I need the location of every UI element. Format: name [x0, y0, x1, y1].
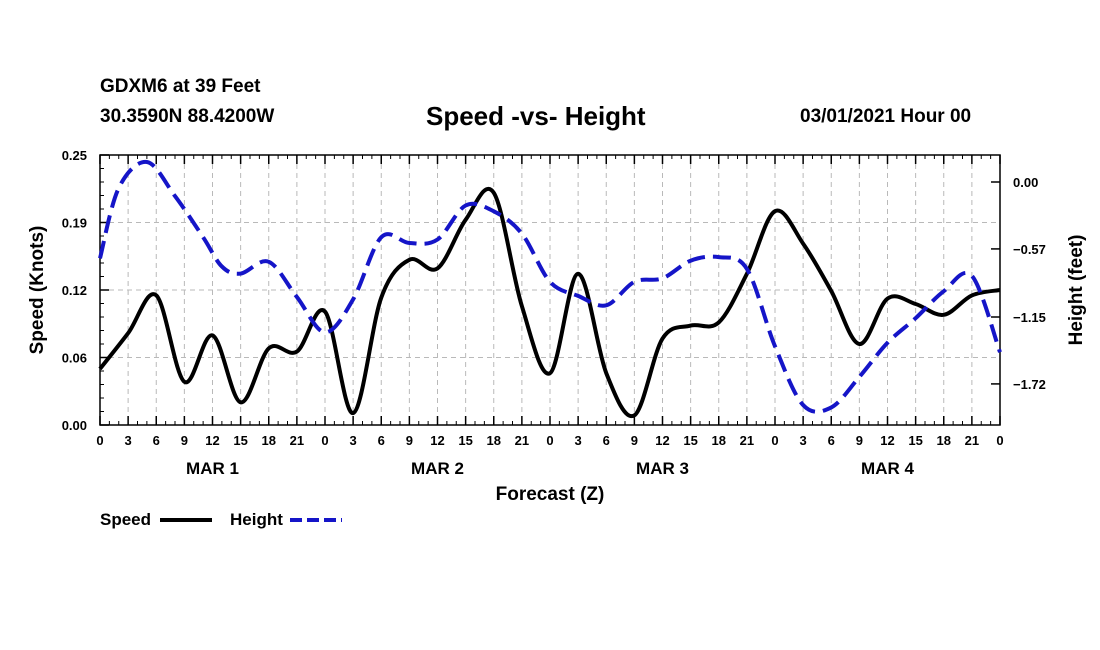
axis-tick-labels: 0 3 6 9 12 15 18 21 0 3 6 9 12 15 18 21 0 3 6 9 12 15 18 21 0 3 6 9…: [62, 148, 1046, 478]
x-tick-label: 18: [712, 433, 726, 448]
x-tick-label: 6: [153, 433, 160, 448]
y-right-tick-label: −1.72: [1013, 377, 1046, 392]
forecast-datetime: 03/01/2021 Hour 00: [800, 106, 972, 127]
x-tick-label: 15: [683, 433, 697, 448]
x-tick-label: 18: [937, 433, 951, 448]
series-lines: [98, 159, 1002, 419]
legend-speed-label: Speed: [100, 510, 151, 529]
x-tick-label: 15: [908, 433, 922, 448]
x-tick-label: 12: [655, 433, 669, 448]
day-label: MAR 3: [636, 459, 689, 478]
x-tick-label: 21: [290, 433, 304, 448]
x-tick-label: 3: [575, 433, 582, 448]
x-tick-label: 9: [181, 433, 188, 448]
x-tick-label: 6: [603, 433, 610, 448]
legend-height-label: Height: [230, 510, 283, 529]
x-tick-label: 21: [740, 433, 754, 448]
y-left-tick-label: 0.25: [62, 148, 87, 163]
y-left-tick-label: 0.19: [62, 216, 87, 231]
x-tick-label: 21: [965, 433, 979, 448]
y-axis-right-title: Height (feet): [1066, 235, 1087, 346]
x-tick-label: 3: [125, 433, 132, 448]
y-right-tick-label: −0.57: [1013, 242, 1046, 257]
y-right-tick-label: −1.15: [1013, 310, 1046, 325]
x-tick-label: 6: [828, 433, 835, 448]
axis-ticks: [99, 154, 1001, 426]
x-tick-label: 3: [800, 433, 807, 448]
x-tick-label: 0: [996, 433, 1003, 448]
x-tick-label: 12: [430, 433, 444, 448]
x-tick-label: 0: [96, 433, 103, 448]
y-left-tick-label: 0.06: [62, 351, 87, 366]
x-tick-label: 0: [321, 433, 328, 448]
day-label: MAR 4: [861, 459, 914, 478]
speed-series-line: [98, 187, 1001, 419]
x-tick-label: 12: [205, 433, 219, 448]
day-label: MAR 1: [186, 459, 239, 478]
x-tick-label: 15: [233, 433, 247, 448]
x-tick-label: 15: [458, 433, 472, 448]
y-right-tick-label: 0.00: [1013, 175, 1038, 190]
x-tick-label: 18: [262, 433, 276, 448]
x-tick-label: 9: [856, 433, 863, 448]
legend: Speed Height: [100, 510, 342, 529]
y-left-tick-label: 0.00: [62, 418, 87, 433]
grid: [100, 155, 1000, 425]
x-tick-label: 6: [378, 433, 385, 448]
coordinates-label: 30.3590N 88.4200W: [100, 106, 275, 127]
x-axis-title: Forecast (Z): [496, 484, 605, 505]
x-tick-label: 0: [771, 433, 778, 448]
chart-title: Speed -vs- Height: [426, 101, 646, 131]
y-left-tick-label: 0.12: [62, 283, 87, 298]
day-label: MAR 2: [411, 459, 464, 478]
x-tick-label: 21: [515, 433, 529, 448]
x-tick-label: 9: [631, 433, 638, 448]
x-tick-label: 18: [487, 433, 501, 448]
x-tick-label: 0: [546, 433, 553, 448]
height-series-line: [98, 159, 1002, 414]
station-label: GDXM6 at 39 Feet: [100, 76, 261, 97]
y-axis-left-title: Speed (Knots): [27, 226, 48, 355]
x-tick-label: 9: [406, 433, 413, 448]
x-tick-label: 12: [880, 433, 894, 448]
x-tick-label: 3: [350, 433, 357, 448]
